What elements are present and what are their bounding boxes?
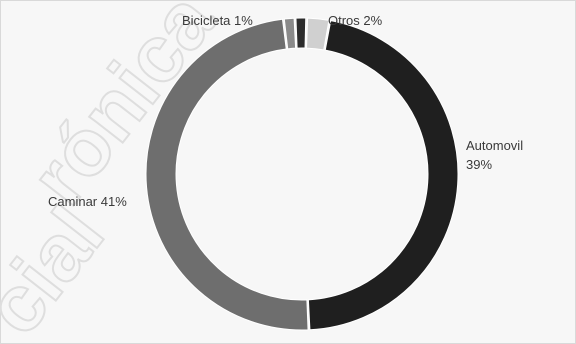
slice-extra-4: [295, 17, 307, 49]
slice-automovil: [307, 20, 459, 331]
label-automovil-name: Automovil: [466, 138, 523, 153]
label-caminar: Caminar 41%: [48, 194, 127, 209]
label-automovil-pct: 39%: [466, 157, 492, 172]
label-otros: Otros 2%: [328, 13, 383, 28]
donut-slices: [145, 17, 459, 331]
slice-bicicleta: [283, 17, 297, 50]
slice-otros: [306, 17, 330, 51]
slice-caminar: [145, 18, 309, 331]
label-bicicleta: Bicicleta 1%: [182, 13, 253, 28]
